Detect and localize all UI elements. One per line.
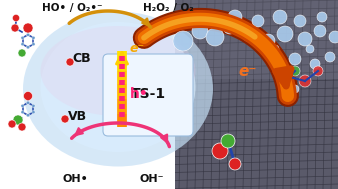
Circle shape [21,111,24,114]
Circle shape [291,85,299,93]
Circle shape [13,15,20,22]
Ellipse shape [23,12,213,167]
Circle shape [23,23,33,33]
Polygon shape [0,0,175,189]
Circle shape [294,15,306,27]
Circle shape [280,76,290,86]
Circle shape [21,104,24,108]
Circle shape [252,15,264,27]
Text: CB: CB [73,53,91,66]
Circle shape [298,32,312,46]
Circle shape [206,28,224,46]
Circle shape [299,75,311,87]
Circle shape [24,91,32,101]
Polygon shape [155,0,338,189]
Circle shape [306,45,314,53]
Circle shape [317,12,327,22]
Circle shape [32,43,35,46]
Circle shape [273,10,287,24]
Ellipse shape [41,22,195,152]
Circle shape [313,66,323,76]
Circle shape [32,104,35,108]
Circle shape [314,25,326,37]
Circle shape [289,53,301,65]
Circle shape [277,26,293,42]
Text: TS-1: TS-1 [130,87,166,101]
Text: e⁻: e⁻ [130,43,145,56]
Circle shape [221,134,235,148]
Text: VB: VB [68,111,87,123]
Circle shape [261,34,275,48]
Text: OH⁻: OH⁻ [140,174,164,184]
Circle shape [18,123,26,131]
Circle shape [212,143,228,159]
Circle shape [242,26,258,42]
Circle shape [61,115,69,123]
Circle shape [32,36,35,40]
Circle shape [21,43,24,46]
Circle shape [290,66,300,76]
Circle shape [26,101,30,104]
Circle shape [11,24,19,32]
Circle shape [18,49,26,57]
Circle shape [66,58,74,66]
Circle shape [228,10,242,24]
Circle shape [26,114,30,117]
Circle shape [26,46,30,49]
Polygon shape [155,0,338,79]
Circle shape [26,33,30,36]
Circle shape [204,13,216,25]
Circle shape [8,120,16,128]
Text: HO• / O₂•⁻: HO• / O₂•⁻ [42,3,102,13]
Ellipse shape [41,26,195,116]
Circle shape [325,52,335,62]
Text: e⁻: e⁻ [239,64,257,78]
Circle shape [329,31,338,43]
Circle shape [271,45,279,53]
Circle shape [13,115,23,125]
Text: h•: h• [130,87,149,101]
Circle shape [310,59,320,69]
Circle shape [21,36,24,40]
Text: OH•: OH• [62,174,88,184]
Circle shape [229,158,241,170]
FancyBboxPatch shape [103,54,193,136]
Circle shape [223,20,237,34]
Circle shape [192,23,208,39]
Circle shape [173,31,193,51]
Circle shape [32,111,35,114]
Text: H₂O₂ / O₂: H₂O₂ / O₂ [143,3,193,13]
